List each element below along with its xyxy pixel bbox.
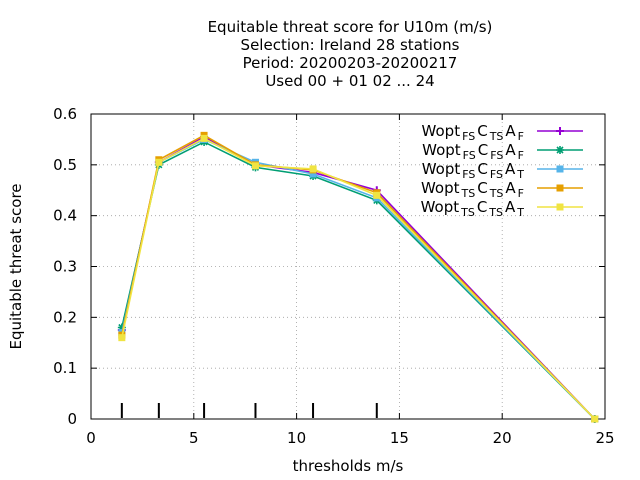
x-tick-label: 5 (189, 429, 199, 447)
legend-label: Wopt TS C TS A T (421, 198, 525, 219)
data-point (556, 127, 564, 135)
legend-entry: Wopt TS C TS A F (421, 179, 583, 200)
x-tick-label: 20 (493, 429, 512, 447)
threshold-markers (120, 403, 378, 418)
series-line (121, 138, 596, 420)
data-point (309, 165, 317, 173)
x-tick-label: 0 (86, 429, 96, 447)
chart-title: Equitable threat score for U10m (m/s)Sel… (208, 18, 493, 90)
title-line: Period: 20200203-20200217 (243, 54, 458, 72)
legend-label: Wopt TS C TS A F (421, 179, 524, 200)
data-point (155, 158, 163, 166)
y-axis-label: Equitable threat score (7, 183, 25, 349)
legend-label: Wopt FS C FS A T (422, 160, 525, 181)
data-point (118, 334, 126, 342)
data-point (556, 203, 564, 211)
data-point (117, 323, 126, 332)
y-tick-label: 0.3 (53, 258, 77, 276)
x-tick-label: 15 (390, 429, 409, 447)
legend-label: Wopt FS C TS A F (422, 122, 524, 143)
series-1 (117, 132, 599, 423)
data-point (556, 165, 564, 173)
data-point (556, 146, 564, 154)
legend-label: Wopt FS C FS A F (422, 141, 524, 162)
y-tick-label: 0.2 (53, 308, 77, 326)
y-tick-label: 0.6 (53, 105, 77, 123)
data-point (556, 184, 564, 192)
series-2 (117, 137, 599, 423)
data-point (591, 415, 599, 423)
data-point (200, 134, 208, 142)
series-4 (118, 131, 599, 423)
series-5 (118, 134, 599, 423)
legend-entry: Wopt TS C TS A T (421, 198, 583, 219)
data-point (309, 170, 317, 178)
title-line: Used 00 + 01 02 ... 24 (265, 72, 434, 90)
series (117, 131, 599, 423)
title-line: Equitable threat score for U10m (m/s) (208, 18, 493, 36)
legend-entry: Wopt FS C FS A F (422, 141, 583, 162)
data-point (251, 162, 259, 170)
series-3 (118, 135, 599, 423)
y-tick-label: 0.5 (53, 156, 77, 174)
y-tick-label: 0 (67, 410, 77, 428)
x-axis-label: thresholds m/s (293, 457, 404, 475)
series-line (121, 141, 596, 420)
title-line: Selection: Ireland 28 stations (241, 36, 460, 54)
legend-entry: Wopt FS C FS A T (422, 160, 583, 181)
grid (91, 114, 605, 419)
y-tick-label: 0.4 (53, 207, 77, 225)
legend-entry: Wopt FS C TS A F (422, 122, 583, 143)
x-tick-label: 10 (287, 429, 306, 447)
data-point (373, 191, 381, 199)
y-tick-label: 0.1 (53, 359, 77, 377)
axis-ticks: 0 5 10 15 20 25 0 0.1 0.2 0.3 0.4 0.5 0.6 (53, 105, 614, 447)
x-tick-label: 25 (595, 429, 614, 447)
